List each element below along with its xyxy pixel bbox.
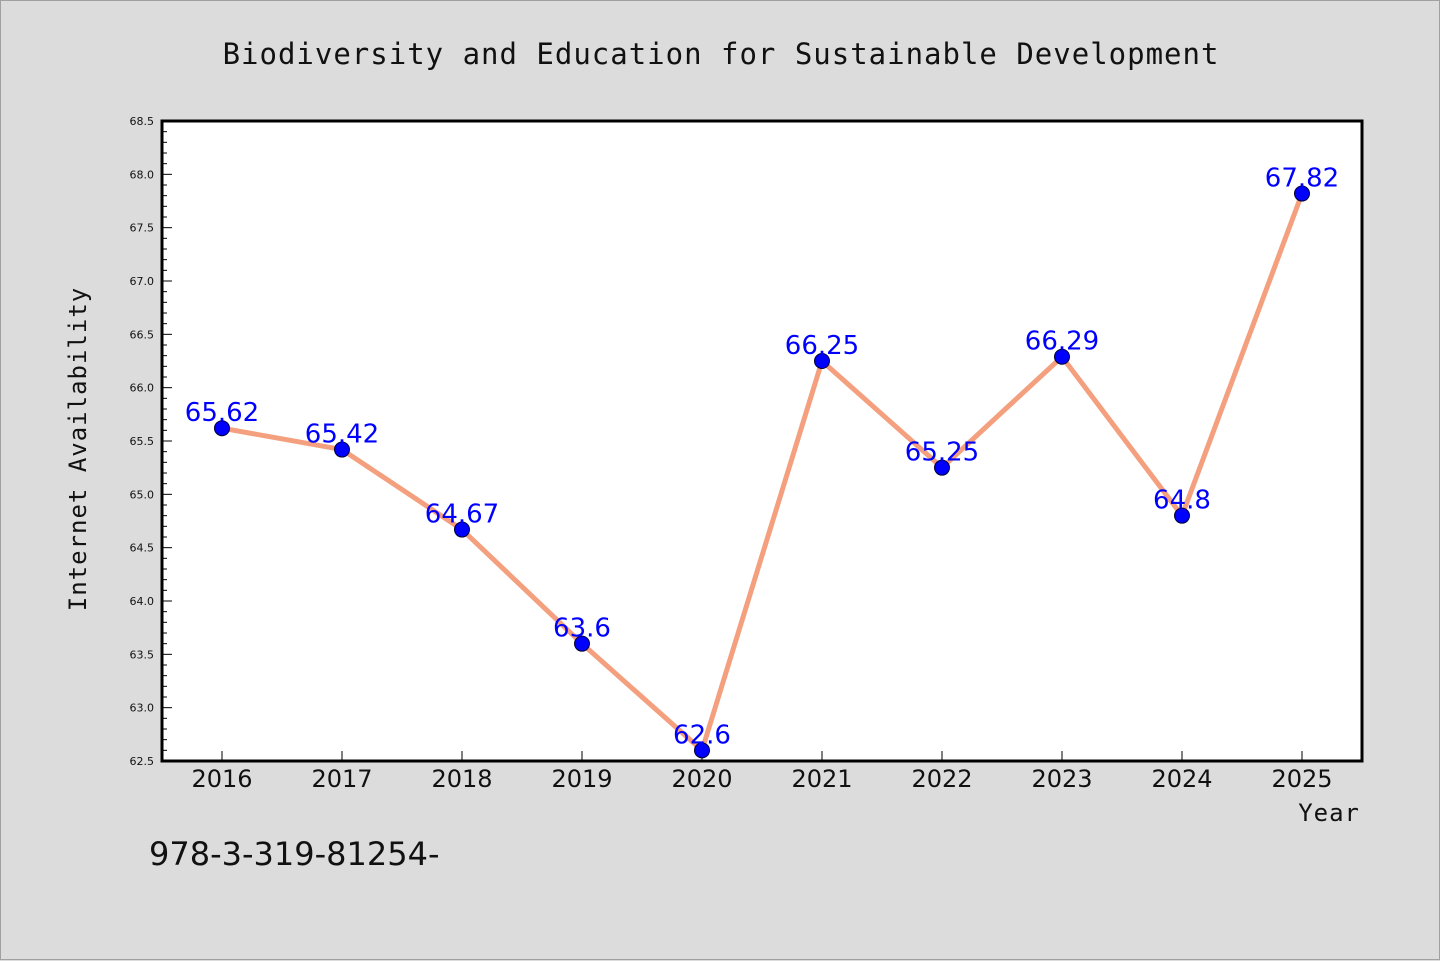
data-point <box>1294 185 1310 202</box>
y-tick-label: 62.5 <box>130 755 155 768</box>
y-tick-label: 64.5 <box>130 542 155 555</box>
y-tick-label: 63.5 <box>130 648 155 661</box>
x-axis-ticks: 2016 2017 2018 2019 2020 2021 2022 2023 2024 2025 <box>191 751 1333 793</box>
footer-isbn-text: 978-3-319-81254- <box>149 835 440 873</box>
x-tick-label: 2024 <box>1151 765 1212 793</box>
y-tick-label: 63.0 <box>130 702 155 715</box>
x-tick-label: 2021 <box>791 765 852 793</box>
series-line-group <box>221 192 1305 753</box>
plot-border <box>160 119 1364 763</box>
y-tick-label: 67.5 <box>130 222 155 235</box>
data-label: 62.6 <box>673 720 731 750</box>
y-axis-ticks: 62.5 63.0 63.5 64.0 64.5 65.0 65.5 66.0 66.5 67.0… <box>130 115 172 768</box>
data-label: 67.82 <box>1265 164 1339 194</box>
data-label: 63.6 <box>553 614 611 644</box>
data-label: 65.42 <box>305 420 379 450</box>
data-point <box>1174 507 1190 524</box>
series-line <box>221 192 1305 753</box>
x-axis-label: Year <box>1298 799 1360 827</box>
data-point <box>694 742 710 759</box>
data-point <box>574 635 590 652</box>
y-tick-label: 65.5 <box>130 435 155 448</box>
x-tick-label: 2019 <box>551 765 612 793</box>
y-axis-label: Internet Availability <box>64 287 92 611</box>
data-point <box>814 353 830 369</box>
data-label: 66.29 <box>1025 327 1099 357</box>
y-tick-label: 65.0 <box>130 488 155 501</box>
data-labels: 65.62 65.42 64.67 63.6 62.6 66.25 65.25 66.29 64… <box>185 164 1339 751</box>
y-tick-label: 66.5 <box>130 328 155 341</box>
data-label: 65.25 <box>905 438 979 468</box>
x-tick-label: 2025 <box>1271 765 1332 793</box>
data-points <box>214 185 1310 759</box>
chart-title: Biodiversity and Education for Sustainab… <box>223 37 1220 71</box>
y-tick-label: 67.0 <box>130 275 155 288</box>
data-label: 64.8 <box>1153 486 1211 516</box>
x-tick-label: 2016 <box>191 765 252 793</box>
data-point <box>214 420 230 437</box>
x-tick-label: 2023 <box>1031 765 1092 793</box>
data-label: 66.25 <box>785 331 859 361</box>
data-label: 64.67 <box>425 500 499 530</box>
y-tick-label: 66.0 <box>130 382 155 395</box>
x-tick-label: 2017 <box>311 765 372 793</box>
plot-area <box>162 121 1362 761</box>
data-point <box>334 441 350 458</box>
data-label: 65.62 <box>185 398 259 428</box>
x-tick-label: 2020 <box>671 765 732 793</box>
data-point <box>454 521 470 538</box>
data-point <box>1054 348 1070 365</box>
y-tick-label: 68.0 <box>130 168 155 181</box>
x-tick-label: 2018 <box>431 765 492 793</box>
data-point <box>934 459 950 476</box>
y-tick-label: 68.5 <box>130 115 155 128</box>
x-tick-label: 2022 <box>911 765 972 793</box>
y-tick-label: 64.0 <box>130 595 155 608</box>
